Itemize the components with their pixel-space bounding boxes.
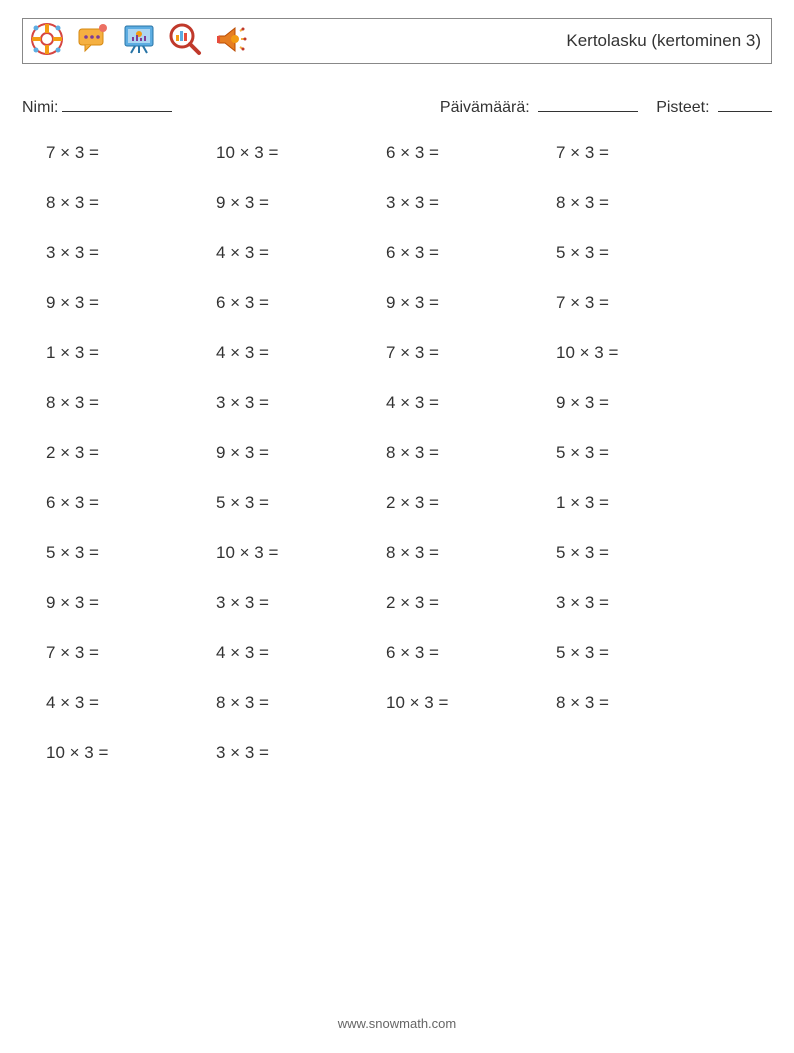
problems-grid: 7 × 3 =10 × 3 =6 × 3 =7 × 3 =8 × 3 =9 × … bbox=[22, 143, 772, 763]
problem-cell: 10 × 3 = bbox=[216, 543, 386, 563]
problem-cell: 8 × 3 = bbox=[216, 693, 386, 713]
problem-cell: 5 × 3 = bbox=[46, 543, 216, 563]
name-label: Nimi: bbox=[22, 99, 58, 117]
name-field: Nimi: bbox=[22, 96, 172, 117]
problem-cell: 6 × 3 = bbox=[386, 643, 556, 663]
problem-cell: 8 × 3 = bbox=[556, 193, 726, 213]
footer-url: www.snowmath.com bbox=[0, 1016, 794, 1031]
problem-cell: 9 × 3 = bbox=[46, 293, 216, 313]
problem-cell: 3 × 3 = bbox=[46, 243, 216, 263]
problem-cell: 9 × 3 = bbox=[216, 193, 386, 213]
header-box: Kertolasku (kertominen 3) bbox=[22, 18, 772, 64]
problem-cell: 1 × 3 = bbox=[46, 343, 216, 363]
problem-cell: 10 × 3 = bbox=[216, 143, 386, 163]
problem-cell: 10 × 3 = bbox=[46, 743, 216, 763]
header-icon-row bbox=[29, 21, 249, 62]
date-field: Päivämäärä: bbox=[440, 96, 638, 117]
problem-cell: 3 × 3 = bbox=[216, 593, 386, 613]
meta-row: Nimi: Päivämäärä: Pisteet: bbox=[22, 96, 772, 117]
problem-cell: 3 × 3 = bbox=[216, 393, 386, 413]
date-label: Päivämäärä: bbox=[440, 99, 530, 116]
problem-cell: 9 × 3 = bbox=[386, 293, 556, 313]
problem-cell: 9 × 3 = bbox=[46, 593, 216, 613]
problem-cell bbox=[556, 743, 726, 763]
problem-cell: 4 × 3 = bbox=[46, 693, 216, 713]
problem-cell: 3 × 3 = bbox=[556, 593, 726, 613]
problem-cell: 8 × 3 = bbox=[46, 193, 216, 213]
search-chart-icon bbox=[167, 21, 203, 62]
problem-cell: 4 × 3 = bbox=[216, 343, 386, 363]
problem-cell: 5 × 3 = bbox=[556, 643, 726, 663]
problem-cell: 7 × 3 = bbox=[46, 143, 216, 163]
problem-cell: 6 × 3 = bbox=[216, 293, 386, 313]
problem-cell bbox=[386, 743, 556, 763]
problem-cell: 4 × 3 = bbox=[216, 643, 386, 663]
problem-cell: 7 × 3 = bbox=[46, 643, 216, 663]
worksheet-title: Kertolasku (kertominen 3) bbox=[566, 31, 761, 51]
problem-cell: 8 × 3 = bbox=[386, 543, 556, 563]
problem-cell: 6 × 3 = bbox=[386, 143, 556, 163]
megaphone-icon bbox=[213, 21, 249, 62]
score-blank[interactable] bbox=[718, 96, 772, 112]
problem-cell: 9 × 3 = bbox=[216, 443, 386, 463]
problem-cell: 10 × 3 = bbox=[386, 693, 556, 713]
problem-cell: 6 × 3 = bbox=[46, 493, 216, 513]
problem-cell: 7 × 3 = bbox=[386, 343, 556, 363]
problem-cell: 10 × 3 = bbox=[556, 343, 726, 363]
problem-cell: 8 × 3 = bbox=[386, 443, 556, 463]
date-blank[interactable] bbox=[538, 96, 638, 112]
score-label: Pisteet: bbox=[656, 99, 709, 116]
problem-cell: 6 × 3 = bbox=[386, 243, 556, 263]
problem-cell: 4 × 3 = bbox=[386, 393, 556, 413]
problem-cell: 2 × 3 = bbox=[46, 443, 216, 463]
problem-cell: 8 × 3 = bbox=[46, 393, 216, 413]
problem-cell: 5 × 3 = bbox=[556, 543, 726, 563]
problem-cell: 5 × 3 = bbox=[556, 443, 726, 463]
problem-cell: 3 × 3 = bbox=[386, 193, 556, 213]
lifebuoy-icon bbox=[29, 21, 65, 62]
name-blank[interactable] bbox=[62, 96, 172, 112]
problem-cell: 4 × 3 = bbox=[216, 243, 386, 263]
problem-cell: 8 × 3 = bbox=[556, 693, 726, 713]
problem-cell: 9 × 3 = bbox=[556, 393, 726, 413]
problem-cell: 7 × 3 = bbox=[556, 143, 726, 163]
problem-cell: 7 × 3 = bbox=[556, 293, 726, 313]
problem-cell: 2 × 3 = bbox=[386, 493, 556, 513]
score-field: Pisteet: bbox=[656, 96, 772, 117]
chat-icon bbox=[75, 21, 111, 62]
problem-cell: 2 × 3 = bbox=[386, 593, 556, 613]
problem-cell: 5 × 3 = bbox=[556, 243, 726, 263]
presentation-icon bbox=[121, 21, 157, 62]
problem-cell: 5 × 3 = bbox=[216, 493, 386, 513]
problem-cell: 1 × 3 = bbox=[556, 493, 726, 513]
problem-cell: 3 × 3 = bbox=[216, 743, 386, 763]
